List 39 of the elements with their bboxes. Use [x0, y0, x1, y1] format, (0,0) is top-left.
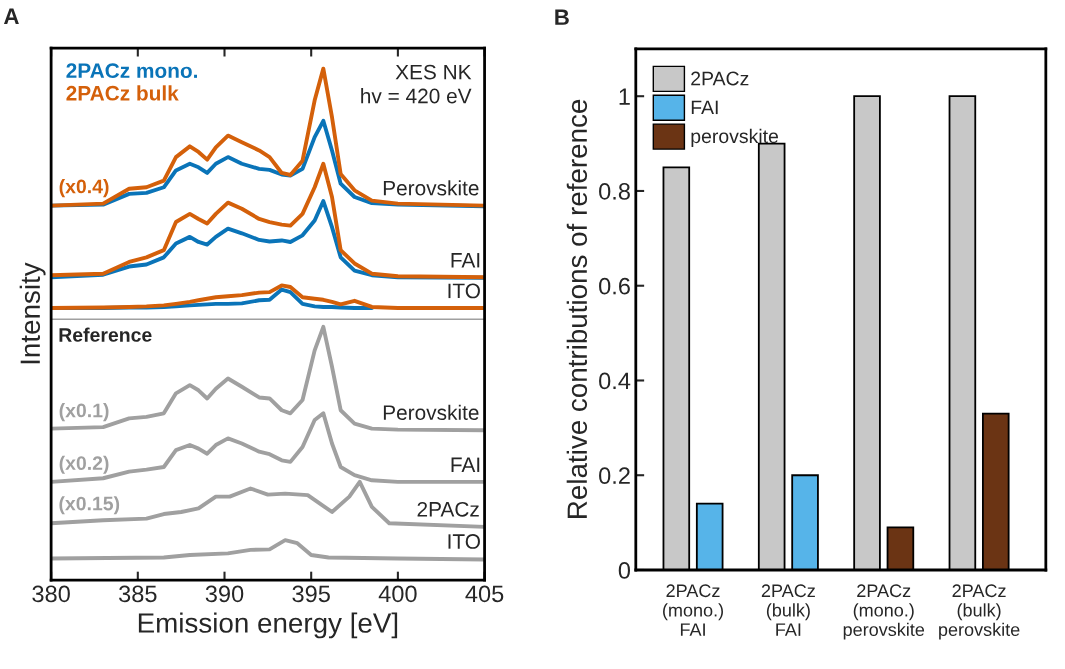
- annotation: FAI: [451, 253, 480, 268]
- annotation: XES NK hv = 420 eV: [361, 64, 472, 104]
- y-axis-title: Relative contributions of reference: [566, 99, 588, 518]
- x-tick-label: 390: [205, 585, 244, 603]
- x-tick-label: 2PACz (mono.) perovskite: [843, 584, 925, 640]
- x-tick-label: 2PACz (bulk) perovskite: [939, 584, 1020, 640]
- annotation: Perovskite: [383, 404, 479, 420]
- x-tick-label: 400: [378, 585, 417, 603]
- annotation: ITO: [448, 283, 480, 299]
- x-tick-label: 2PACz (bulk) FAI: [761, 584, 815, 636]
- annotation: (x0.1): [59, 403, 109, 422]
- legend-label: 2PACz: [691, 71, 749, 86]
- y-tick-label: 0.2: [599, 467, 630, 485]
- legend-label: perovskite: [691, 128, 779, 147]
- x-tick-label: 380: [32, 585, 70, 603]
- y-axis-title: Intensity: [19, 262, 46, 364]
- y-tick-label: 0: [618, 562, 631, 579]
- annotation: ITO: [448, 534, 480, 549]
- chart-title: A: [3, 8, 19, 24]
- annotation: FAI: [451, 457, 480, 472]
- annotation: Perovskite: [383, 180, 479, 196]
- x-tick-label: 385: [119, 585, 157, 603]
- x-tick-label: 2PACz (mono.) FAI: [663, 584, 723, 636]
- y-tick-label: 0.4: [599, 372, 631, 390]
- y-tick-label: 0.8: [599, 183, 630, 200]
- y-tick-label: 1: [619, 88, 630, 105]
- annotation: (x0.2): [59, 455, 109, 474]
- x-axis-title: Emission energy [eV]: [138, 612, 398, 639]
- y-tick-label: 0.6: [599, 277, 630, 295]
- text: 2PACz mono.: [66, 63, 197, 79]
- annotation: (x0.4): [59, 179, 109, 198]
- annotation: (x0.15): [59, 496, 120, 515]
- annotation: 2PACz: [417, 501, 479, 517]
- x-tick-label: 395: [292, 585, 330, 603]
- legend-label: FAI: [691, 100, 718, 115]
- text: 2PACz bulk: [66, 85, 179, 101]
- x-tick-label: 405: [465, 585, 504, 603]
- chart-title: B: [555, 9, 569, 25]
- ref-line-label: Reference: [59, 327, 152, 342]
